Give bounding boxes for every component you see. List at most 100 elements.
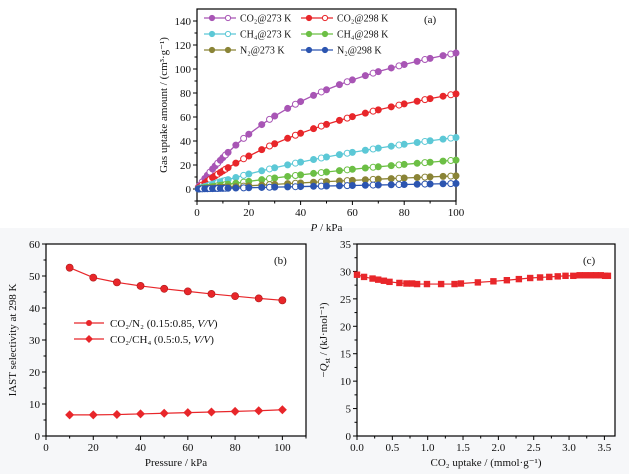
data-point: [374, 106, 382, 114]
data-point: [271, 140, 279, 148]
y-tick-label: 20: [340, 321, 352, 333]
data-point: [387, 181, 395, 189]
panel-a-legend: CO₂@273 K CO₂@298 K CH₄@273 K CH₄@298 K N₂@2…: [204, 14, 389, 57]
data-point: [323, 120, 330, 128]
data-point: [387, 103, 395, 111]
data-point: [277, 405, 287, 415]
data-point: [526, 274, 534, 282]
data-point: [232, 159, 240, 167]
data-point: [245, 170, 253, 178]
legend-marker-filled: [305, 46, 313, 54]
x-tick-label: 100: [274, 442, 291, 454]
y-tick-label: 15: [340, 349, 352, 361]
x-tick-label: 0: [194, 207, 200, 219]
legend-marker-filled: [208, 14, 216, 22]
data-point: [297, 171, 305, 179]
data-point: [413, 138, 421, 146]
data-point: [335, 116, 343, 124]
y-tick-label: 25: [340, 294, 352, 306]
data-point: [88, 410, 98, 420]
data-point: [515, 275, 523, 283]
data-point: [113, 278, 121, 287]
data-point: [271, 174, 279, 182]
data-point: [284, 183, 292, 191]
data-point: [400, 180, 408, 188]
legend-entry: CH₄@273 K: [204, 30, 292, 41]
data-point: [232, 173, 240, 181]
data-point: [278, 296, 287, 305]
legend-label-italic: V/V: [194, 334, 212, 346]
series-1: [65, 405, 287, 420]
panel-a-y-axis-label: Gas uptake amount / (cm³·g⁻¹): [158, 37, 170, 173]
data-point: [136, 409, 146, 419]
panel-a-x-axis-label: P / kPa: [310, 222, 343, 234]
legend-label: N₂@298 K: [337, 46, 382, 57]
legend-marker-filled: [208, 30, 216, 38]
legend-marker-open: [321, 30, 329, 38]
legend-label: CO₂/CH₄ (0.5:0.5, V/V): [110, 334, 214, 346]
data-point: [284, 172, 292, 180]
legend-marker-open: [224, 30, 232, 38]
panel-c: 0.0 0.5 1.0 1.5 2.0 2.5 3.0 3.5 0 5 10 15 20 25 30 35 (…: [318, 239, 616, 469]
data-point: [159, 408, 169, 418]
data-point: [452, 49, 460, 57]
data-point: [374, 144, 382, 152]
legend-marker-open: [224, 46, 232, 54]
data-point: [258, 121, 266, 129]
legend-label: CO₂@298 K: [337, 14, 389, 25]
x-label-italic: P: [310, 222, 318, 234]
data-point: [258, 146, 266, 154]
data-point: [361, 109, 369, 117]
y-tick-label: 140: [175, 16, 192, 28]
data-point: [353, 271, 361, 278]
data-point: [245, 130, 253, 138]
series-0: [194, 49, 460, 191]
data-point: [183, 408, 193, 418]
x-tick-label: 20: [88, 442, 100, 454]
y-tick-label: 40: [180, 136, 192, 148]
x-tick-label: 0: [43, 442, 49, 454]
data-point: [224, 148, 232, 156]
y-tick-label: 20: [180, 160, 192, 172]
data-point: [65, 410, 75, 420]
data-point: [323, 182, 330, 190]
panel-b-series: [65, 263, 287, 420]
data-point: [335, 167, 343, 175]
data-point: [240, 134, 248, 142]
legend-label: CH₄@298 K: [337, 30, 389, 41]
data-point: [570, 272, 577, 280]
data-point: [439, 92, 447, 100]
data-point: [348, 181, 356, 189]
x-tick-label: 3.5: [598, 442, 612, 454]
data-point: [413, 173, 421, 181]
y-tick-label: 30: [29, 335, 41, 347]
legend-label: CH₄@273 K: [240, 30, 292, 41]
data-point: [452, 156, 460, 164]
data-point: [183, 287, 192, 296]
y-tick-label: 60: [29, 239, 41, 251]
legend-entry: N₂@298 K: [301, 46, 382, 57]
legend-label: CO₂/N₂ (0.15:0.85, V/V): [110, 318, 218, 330]
data-point: [474, 279, 482, 286]
data-point: [348, 165, 356, 173]
data-point: [224, 164, 232, 172]
data-point: [310, 125, 318, 133]
legend-entry: CH₄@298 K: [301, 30, 389, 41]
data-point: [297, 158, 305, 166]
data-point: [361, 146, 369, 154]
data-point: [403, 280, 410, 287]
data-point: [310, 169, 318, 177]
legend-marker-open: [224, 14, 232, 22]
legend-entry: CO₂/N₂ (0.15:0.85, V/V): [74, 318, 218, 330]
data-point: [254, 294, 263, 303]
data-point: [452, 133, 460, 141]
data-point: [576, 272, 583, 279]
data-point: [65, 263, 74, 272]
x-tick-label: 40: [295, 207, 307, 219]
data-point: [426, 173, 434, 181]
data-point: [387, 175, 395, 183]
data-point: [206, 407, 216, 417]
y-tick-label: 50: [29, 271, 41, 283]
panel-a: 0 20 40 60 80 100 0 20 40 60 80 100 120 140 CO₂@273 K…: [158, 8, 465, 234]
